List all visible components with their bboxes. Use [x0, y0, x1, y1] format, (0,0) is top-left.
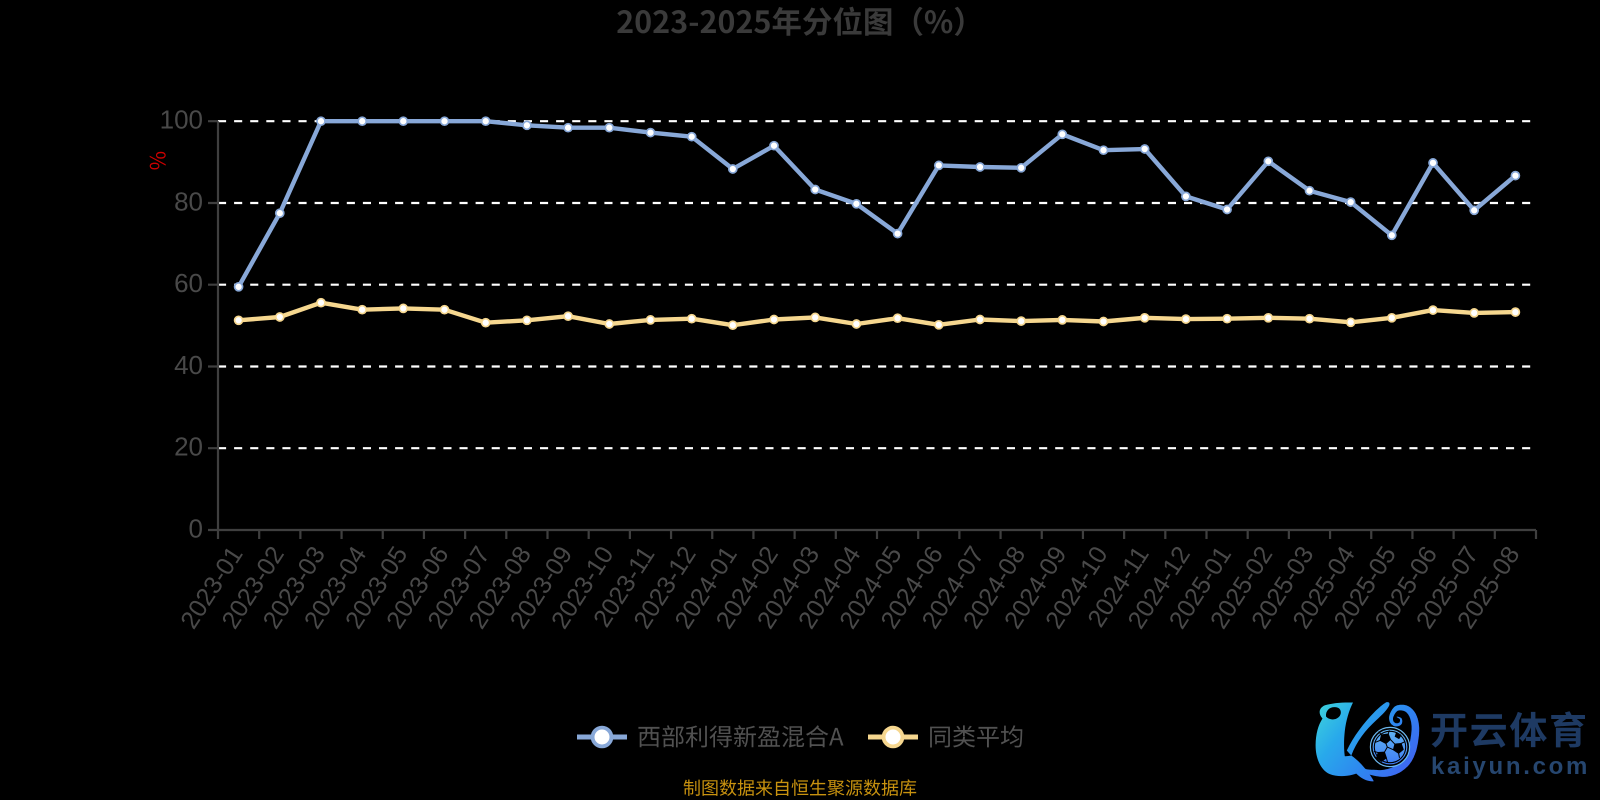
- svg-text:kaiyun.com: kaiyun.com: [1431, 753, 1590, 780]
- svg-text:0: 0: [189, 514, 203, 544]
- svg-text:80: 80: [174, 187, 203, 217]
- svg-text:20: 20: [174, 432, 203, 462]
- svg-text:100: 100: [160, 105, 203, 135]
- svg-text:40: 40: [174, 350, 203, 380]
- svg-text:60: 60: [174, 268, 203, 298]
